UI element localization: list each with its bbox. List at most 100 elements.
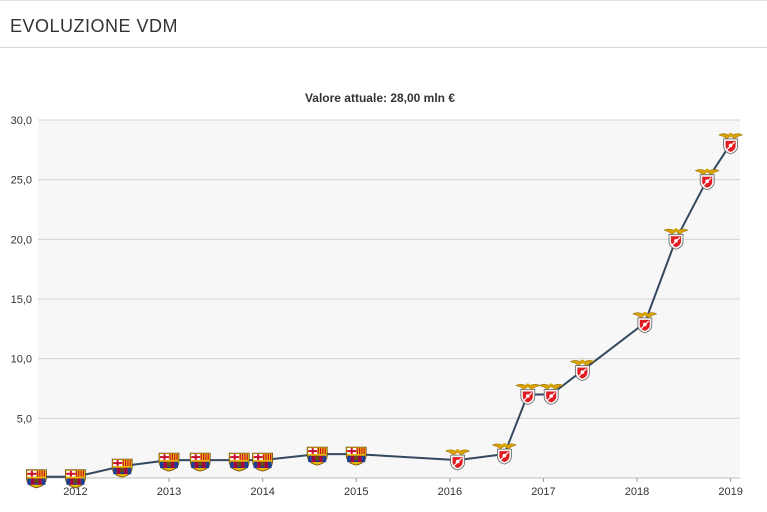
barcelona-crest-icon[interactable]	[111, 458, 133, 478]
crest-senyera-stripe	[324, 448, 326, 455]
crest-senyera-stripe	[122, 460, 124, 467]
barcelona-crest-icon[interactable]	[306, 446, 328, 466]
crest-stripe	[202, 461, 206, 469]
crest-stripe	[361, 455, 366, 463]
x-tick-label: 2016	[438, 486, 462, 498]
crest-senyera-stripe	[75, 470, 78, 477]
crest-eagle-wing	[675, 228, 689, 235]
x-tick-label: 2014	[250, 486, 274, 498]
crest-eagle-wing	[663, 228, 677, 235]
crest-eagle-wing	[457, 449, 471, 456]
barcelona-crest-icon[interactable]	[345, 446, 367, 466]
crest-ball	[236, 461, 242, 467]
crest-senyera-stripe	[43, 470, 45, 477]
crest-senyera-stripe	[41, 470, 43, 477]
barcelona-crest-icon[interactable]	[252, 452, 274, 472]
crest-band	[253, 460, 272, 462]
benfica-crest-icon[interactable]	[491, 443, 518, 465]
crest-senyera-stripe	[169, 454, 171, 461]
crest-eagle-head	[525, 383, 530, 388]
y-tick-label: 30,0	[11, 115, 32, 127]
benfica-crest-icon[interactable]	[538, 383, 564, 405]
crest-stripe	[191, 461, 195, 469]
chart-title: Valore attuale: 28,00 mln €	[305, 91, 455, 105]
crest-band	[66, 476, 85, 479]
x-tick-label: 2017	[531, 486, 555, 498]
crest-stripe	[80, 477, 85, 485]
crest-senyera-stripe	[265, 454, 267, 461]
crest-stripe	[163, 461, 168, 469]
crest-band	[230, 460, 249, 462]
barcelona-crest-icon[interactable]	[189, 452, 211, 472]
crest-stripe	[257, 461, 261, 469]
crest-eagle-wing	[515, 383, 529, 390]
y-tick-label: 5,0	[17, 413, 32, 425]
crest-wheel	[674, 239, 678, 243]
crest-senyera-stripe	[359, 448, 361, 455]
crest-senyera-stripe	[39, 470, 41, 477]
crest-senyera-stripe	[363, 448, 365, 455]
crest-stripe	[27, 477, 32, 485]
y-tick-label: 20,0	[11, 234, 32, 246]
crest-eagle-wing	[581, 360, 596, 366]
crest-senyera-stripe	[361, 448, 363, 455]
benfica-crest-icon[interactable]	[694, 168, 720, 191]
crest-cross	[66, 472, 76, 475]
crest-eagle-wing	[694, 169, 708, 176]
crest-cross	[160, 456, 169, 459]
crest-stripe	[66, 477, 70, 485]
crest-cross	[347, 450, 357, 453]
crest-stripe	[350, 455, 355, 463]
benfica-crest-icon[interactable]	[632, 311, 658, 334]
crest-eagle-head	[674, 228, 678, 233]
crest-eagle-wing	[444, 449, 459, 456]
crest-band	[308, 454, 327, 456]
benfica-crest-icon[interactable]	[444, 449, 471, 471]
benfica-crest-icon[interactable]	[663, 228, 689, 250]
barcelona-crest-icon[interactable]	[158, 452, 180, 472]
crest-wheel	[455, 459, 460, 464]
data-points	[26, 132, 744, 489]
crest-stripe	[174, 461, 178, 469]
crest-stripe	[264, 461, 268, 469]
benfica-crest-icon[interactable]	[515, 383, 541, 405]
x-tick-label: 2012	[63, 486, 87, 498]
crest-wheel	[549, 394, 553, 398]
crest-senyera-stripe	[320, 448, 322, 455]
crest-stripe	[77, 477, 81, 485]
crest-senyera-stripe	[176, 454, 178, 461]
crest-band	[347, 454, 366, 456]
crest-eagle-wing	[632, 312, 646, 319]
crest-stripe	[253, 461, 258, 469]
crest-eagle-head	[642, 311, 647, 316]
crest-eagle-wing	[644, 312, 658, 319]
crest-cross	[113, 462, 123, 465]
crest-senyera-stripe	[244, 454, 246, 461]
crest-senyera-stripe	[322, 448, 324, 455]
crest-eagle-wing	[717, 133, 732, 140]
crest-senyera-stripe	[239, 454, 241, 461]
x-axis: 2012 2013 2014 2015 2016 2017 2018 2019	[63, 478, 743, 498]
x-tick-label: 2018	[625, 486, 649, 498]
crest-stripe	[233, 461, 238, 469]
crest-senyera-stripe	[356, 448, 358, 455]
benfica-crest-icon[interactable]	[569, 359, 596, 382]
crest-wheel	[526, 394, 530, 398]
crest-senyera-stripe	[203, 454, 205, 461]
market-value-chart: Valore attuale: 28,00 mln € 5,0 10,0 15,0 2…	[0, 60, 767, 512]
crest-senyera-stripe	[80, 470, 82, 477]
barcelona-crest-icon[interactable]	[228, 452, 250, 472]
crest-band	[191, 460, 210, 462]
crest-stripe	[308, 455, 312, 463]
crest-eagle-head	[549, 383, 554, 388]
crest-stripe	[244, 461, 249, 469]
barcelona-crest-icon[interactable]	[26, 469, 47, 489]
crest-stripe	[322, 455, 327, 463]
crest-stripe	[347, 455, 351, 463]
benfica-crest-icon[interactable]	[717, 132, 744, 155]
y-axis: 5,0 10,0 15,0 20,0 25,0 30,0	[11, 115, 32, 425]
crest-stripe	[116, 467, 121, 475]
barcelona-crest-icon[interactable]	[65, 469, 86, 489]
crest-senyera-stripe	[246, 454, 248, 461]
